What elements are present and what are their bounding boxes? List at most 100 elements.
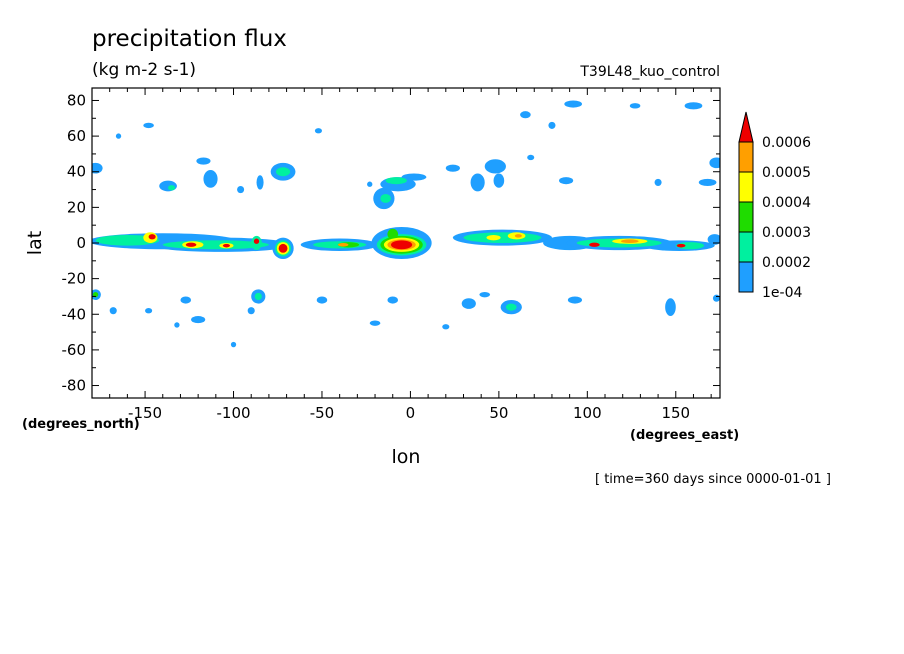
dataset-label: T39L48_kuo_control [579,64,720,80]
precip-contour-blob-33 [654,178,662,186]
colorbar-label: 0.0006 [762,135,811,151]
x-tick-label: 150 [661,404,690,422]
precip-contour-blob-26 [484,159,506,174]
precip-contour-blob-46 [369,320,381,326]
chart-units: (kg m-2 s-1) [92,60,196,80]
precip-contour-blob-28 [527,154,535,161]
precip-contour-blob-20 [367,181,373,187]
precip-contour-blob-74 [387,228,399,240]
colorbar-segment [738,231,754,263]
colorbar-segment [738,261,754,293]
precip-contour-blob-87 [620,239,639,243]
precip-contour-blob-56 [442,324,450,330]
y-axis-label: lat [24,231,46,255]
precip-contour-blob-34 [684,102,703,110]
x-tick-label: 0 [406,404,416,422]
precip-contour-blob-13 [159,180,177,192]
precip-contour-blob-45 [316,296,328,304]
colorbar-label: 0.0002 [762,255,811,271]
precip-contour-blob-37 [629,103,641,109]
precip-contour-blob-86 [514,234,522,238]
precip-contour-blob-27 [493,173,505,188]
precip-contour-blob-25 [470,173,485,192]
precip-contour-blob-10 [92,162,103,174]
precip-contour-blob-47 [387,296,399,304]
colorbar-legend: 1e-04 0.0002 0.0003 0.0004 0.0005 0.0006 [738,111,811,301]
precip-contour-blob-84 [337,243,349,247]
chart-title: precipitation flux [92,26,287,52]
x-axis: -150 -100 -50 0 50 100 150 [91,88,712,422]
precip-contour-blob-23 [401,173,427,181]
precip-contour-blob-29 [520,111,531,119]
y-tick-label: 0 [76,234,86,252]
precip-contour-blob-70 [254,292,262,301]
precip-contour-blob-55 [230,341,237,348]
colorbar-overflow-triangle [738,111,754,143]
y-tick-label: 80 [67,91,86,109]
precip-contour-blob-69 [385,177,407,185]
x-units-label: (degrees_east) [630,428,739,443]
precip-contour-blob-63 [463,232,542,243]
precip-contour-blob-57 [95,234,160,246]
y-tick-label: 20 [67,198,86,216]
precip-contour-blob-19 [314,128,322,134]
precip-contour-blob-48 [461,298,476,309]
precip-contour-blob-30 [548,121,556,129]
precip-contour-blob-44 [247,307,255,315]
precip-contour-blob-93 [390,240,413,250]
precipitation-field [92,100,720,348]
precip-contour-blob-31 [564,100,583,108]
y-tick-label: 40 [67,163,86,181]
x-tick-label: -50 [310,404,335,422]
precip-contour-blob-94 [589,242,600,247]
precip-contour-blob-9 [707,234,720,245]
precip-contour-blob-14 [196,157,211,165]
y-tick-label: -20 [62,270,87,288]
precip-contour-blob-88 [148,234,156,240]
x-axis-label: lon [392,446,421,468]
precip-contour-blob-40 [145,308,153,314]
y-tick-label: 60 [67,127,86,145]
precip-contour-blob-68 [380,194,391,203]
precip-contour-blob-52 [665,298,676,317]
precip-contour-blob-35 [698,178,717,186]
precip-contour-blob-12 [143,122,154,129]
x-tick-label: -100 [216,404,250,422]
precip-contour-blob-54 [174,322,180,328]
precip-contour-blob-71 [505,303,517,311]
precip-contour-blob-36 [709,157,720,169]
y-tick-label: -80 [62,377,87,395]
precip-contour-blob-91 [253,238,260,244]
precip-contour-blob-92 [278,243,288,253]
colorbar-segment [738,141,754,173]
colorbar-label: 1e-04 [762,285,802,301]
precip-contour-blob-42 [191,316,206,324]
precip-contour-blob-89 [185,242,197,247]
precip-contour-blob-15 [203,169,218,188]
precip-contour-blob-51 [567,296,583,304]
precip-contour-blob-39 [109,307,117,315]
precip-contour-blob-66 [168,185,176,191]
precip-contour-blob-49 [479,291,491,298]
y-units-label: (degrees_north) [22,417,140,432]
precip-contour-blob-81 [486,234,501,241]
x-tick-label: 100 [573,404,602,422]
y-tick-label: -60 [62,341,87,359]
precip-contour-blob-65 [675,242,705,250]
precip-contour-blob-95 [676,243,686,248]
colorbar-label: 0.0004 [762,195,811,211]
precip-contour-blob-11 [115,133,122,139]
x-tick-label: 50 [489,404,508,422]
colorbar-segment [738,201,754,233]
precip-contour-blob-41 [180,296,192,304]
colorbar-label: 0.0005 [762,165,811,181]
colorbar-segment [738,171,754,203]
y-tick-label: -40 [62,305,87,323]
precip-contour-blob-67 [275,167,291,177]
precip-contour-blob-24 [445,164,460,172]
y-axis: 80 60 40 20 0 -20 -40 -60 -80 [62,91,720,395]
precip-contour-blob-90 [222,243,230,248]
precip-contour-blob-16 [237,185,245,194]
precip-contour-blob-53 [712,294,720,302]
